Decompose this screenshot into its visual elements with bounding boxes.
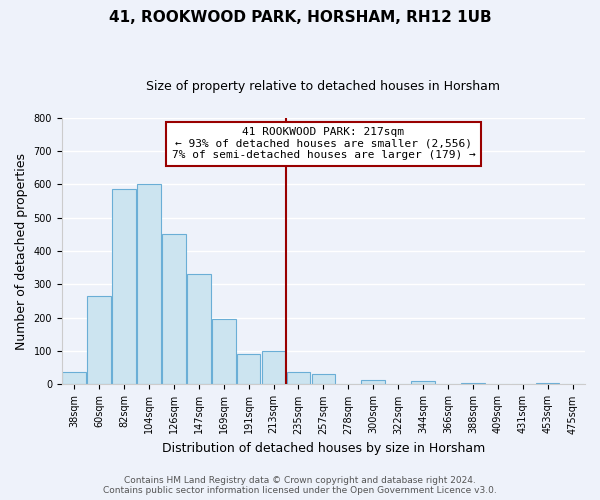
Bar — [287, 372, 310, 384]
Title: Size of property relative to detached houses in Horsham: Size of property relative to detached ho… — [146, 80, 500, 93]
Bar — [361, 380, 385, 384]
Y-axis label: Number of detached properties: Number of detached properties — [15, 152, 28, 350]
Bar — [112, 190, 136, 384]
X-axis label: Distribution of detached houses by size in Horsham: Distribution of detached houses by size … — [162, 442, 485, 455]
Bar — [411, 382, 435, 384]
Bar — [536, 383, 559, 384]
Bar — [62, 372, 86, 384]
Bar — [162, 234, 186, 384]
Bar — [212, 319, 236, 384]
Bar — [137, 184, 161, 384]
Bar — [262, 351, 286, 384]
Text: 41 ROOKWOOD PARK: 217sqm
← 93% of detached houses are smaller (2,556)
7% of semi: 41 ROOKWOOD PARK: 217sqm ← 93% of detach… — [172, 127, 475, 160]
Bar — [237, 354, 260, 384]
Text: Contains HM Land Registry data © Crown copyright and database right 2024.
Contai: Contains HM Land Registry data © Crown c… — [103, 476, 497, 495]
Bar — [88, 296, 111, 384]
Bar — [311, 374, 335, 384]
Text: 41, ROOKWOOD PARK, HORSHAM, RH12 1UB: 41, ROOKWOOD PARK, HORSHAM, RH12 1UB — [109, 10, 491, 25]
Bar — [187, 274, 211, 384]
Bar — [461, 383, 485, 384]
